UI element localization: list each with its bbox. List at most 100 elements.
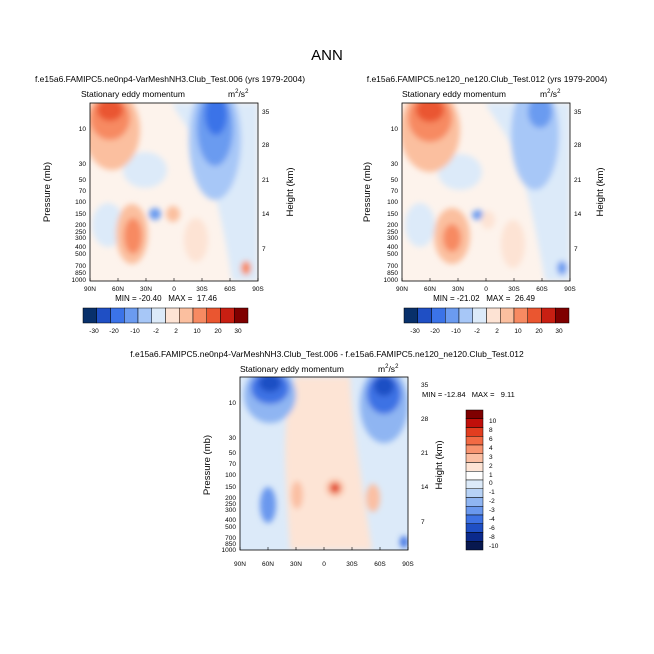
colorbar-swatch bbox=[465, 444, 484, 454]
colorbar-swatch bbox=[220, 307, 235, 324]
panel-1-x-tick-label: 60N bbox=[112, 286, 124, 293]
panel-2-colorbar-swatches bbox=[403, 307, 570, 324]
panel-1-y-tick-label: 700 bbox=[75, 263, 86, 270]
panel-3-contours bbox=[244, 377, 408, 550]
panel-2-x-tick-label: 0 bbox=[484, 286, 488, 293]
panel-2-y-tick-label: 100 bbox=[387, 199, 398, 206]
panel-2-title: f.e15a6.FAMIPC5.ne120_ne120.Club_Test.01… bbox=[367, 74, 608, 84]
colorbar-swatch bbox=[179, 307, 194, 324]
panel-3-colorbar-swatches bbox=[465, 409, 484, 551]
colorbar-swatch bbox=[110, 307, 125, 324]
panel-3-y-tick-label: 30 bbox=[229, 435, 237, 442]
panel-3: f.e15a6.FAMIPC5.ne0np4-VarMeshNH3.Club_T… bbox=[130, 349, 524, 568]
panel-2-x-tick-label: 30N bbox=[452, 286, 464, 293]
panel-1-y-tick-label: 10 bbox=[79, 126, 87, 133]
panel-1-x-tick-label: 90S bbox=[252, 286, 264, 293]
panel-1-negative-upper-mid bbox=[123, 152, 167, 188]
panel-1-field bbox=[90, 103, 258, 281]
panel-1-y-tick-label: 400 bbox=[75, 244, 86, 251]
panel-3-height-tick-label: 14 bbox=[421, 484, 429, 491]
panel-1-y-tick-label: 1000 bbox=[72, 277, 87, 284]
panel-2-y-tick-label: 250 bbox=[387, 229, 398, 236]
colorbar-swatch bbox=[403, 307, 418, 324]
panel-1-title: f.e15a6.FAMIPC5.ne0np4-VarMeshNH3.Club_T… bbox=[35, 74, 305, 84]
panel-3-height-tick-label: 28 bbox=[421, 416, 429, 423]
panel-3-y-ticks-right: 35 28 21 14 7 bbox=[421, 382, 429, 526]
panel-3-positive-lower-nh bbox=[291, 481, 303, 509]
panel-3-y-ticks: 10 30 50 70 100 150 200 250 300 400 500 … bbox=[222, 400, 237, 554]
colorbar-swatch bbox=[465, 523, 484, 533]
panel-3-colorbar-labels: 10 8 6 4 3 2 1 0 -1 -2 -3 -4 -6 -8 -10 bbox=[489, 418, 499, 550]
colorbar-swatch bbox=[500, 307, 515, 324]
panel-3-colorbar-label: 4 bbox=[489, 445, 493, 452]
panel-3-y-tick-label: 850 bbox=[225, 541, 236, 548]
panel-1-height-tick-label: 14 bbox=[262, 211, 270, 218]
panel-2-colorbar-label: 10 bbox=[514, 328, 522, 335]
panel-3-x-tick-label: 30S bbox=[346, 561, 358, 568]
panel-3-y-axis-label: Pressure (mb) bbox=[202, 435, 213, 495]
colorbar-swatch bbox=[465, 479, 484, 489]
figure-title: ANN bbox=[311, 47, 343, 64]
panel-3-positive-band bbox=[285, 377, 372, 550]
panel-2-y-tick-label: 850 bbox=[387, 270, 398, 277]
panel-1-negative-jet-core bbox=[205, 103, 227, 135]
panel-1-contours bbox=[90, 103, 258, 281]
colorbar-swatch bbox=[96, 307, 111, 324]
panel-1-positive-jet-core bbox=[97, 103, 123, 121]
panel-3-colorbar-label: -3 bbox=[489, 507, 495, 514]
colorbar-swatch bbox=[465, 532, 484, 542]
panel-2-y-tick-label: 70 bbox=[391, 188, 399, 195]
panel-1-x-tick-label: 60S bbox=[224, 286, 236, 293]
panel-2-y-axis-label: Pressure (mb) bbox=[362, 162, 373, 222]
panel-3-y-tick-label: 50 bbox=[229, 450, 237, 457]
colorbar-swatch bbox=[458, 307, 473, 324]
panel-1-y-tick-label: 500 bbox=[75, 251, 86, 258]
panel-2-y-tick-label: 30 bbox=[391, 161, 399, 168]
panel-1-colorbar-label: 30 bbox=[234, 328, 242, 335]
panel-1-colorbar-labels: -30 -20 -10 -2 2 10 20 30 bbox=[89, 328, 242, 335]
panel-3-x-tick-label: 0 bbox=[322, 561, 326, 568]
panel-1-positive-lower-core bbox=[124, 218, 142, 254]
panel-1-y-ticks: 10 30 50 70 100 150 200 250 300 400 500 … bbox=[72, 126, 87, 284]
panel-3-right-axis-label: Height (km) bbox=[434, 440, 445, 489]
colorbar-swatch bbox=[465, 541, 484, 551]
panel-3-height-tick-label: 7 bbox=[421, 519, 425, 526]
panel-2-negative-jet-core bbox=[528, 103, 552, 128]
panel-2-x-tick-label: 90S bbox=[564, 286, 576, 293]
panel-1-colorbar-label: -2 bbox=[153, 328, 159, 335]
panel-3-colorbar-label: -8 bbox=[489, 534, 495, 541]
panel-1-x-ticks: 90N 60N 30N 0 30S 60S 90S bbox=[84, 278, 264, 293]
panel-1-y-tick-label: 150 bbox=[75, 211, 86, 218]
panel-3-positive-sh-lower bbox=[366, 484, 380, 512]
panel-3-y-tick-label: 700 bbox=[225, 535, 236, 542]
panel-3-y-tick-label: 70 bbox=[229, 461, 237, 468]
panel-1-negative-lower-left bbox=[92, 203, 124, 247]
colorbar-swatch bbox=[465, 514, 484, 524]
panel-2-height-tick-label: 21 bbox=[574, 177, 582, 184]
panel-2-contours bbox=[402, 103, 570, 281]
colorbar-swatch bbox=[527, 307, 542, 324]
panel-1-subtitle: Stationary eddy momentum bbox=[81, 89, 185, 99]
panel-3-y-tick-label: 300 bbox=[225, 507, 236, 514]
panel-2-height-tick-label: 7 bbox=[574, 246, 578, 253]
panel-2-x-tick-label: 60S bbox=[536, 286, 548, 293]
panel-1-y-tick-label: 30 bbox=[79, 161, 87, 168]
panel-2-stats: MIN = -21.02 MAX = 26.49 bbox=[433, 294, 535, 303]
panel-1-positive-sh-lower bbox=[184, 218, 208, 262]
panel-3-stats: MIN = -12.84 MAX = 9.11 bbox=[422, 390, 515, 399]
panel-1-colorbar-swatches bbox=[82, 307, 249, 324]
panel-2-colorbar-label: 2 bbox=[495, 328, 499, 335]
panel-1-colorbar-label: 20 bbox=[214, 328, 222, 335]
colorbar-swatch bbox=[137, 307, 152, 324]
panel-1-stats: MIN = -20.40 MAX = 17.46 bbox=[115, 294, 217, 303]
colorbar-swatch bbox=[82, 307, 97, 324]
panel-1-y-tick-label: 200 bbox=[75, 222, 86, 229]
panel-3-colorbar-label: -6 bbox=[489, 525, 495, 532]
panel-1-height-tick-label: 28 bbox=[262, 142, 270, 149]
panel-1-colorbar-label: -30 bbox=[89, 328, 99, 335]
colorbar-swatch bbox=[124, 307, 139, 324]
panel-2-x-ticks: 90N 60N 30N 0 30S 60S 90S bbox=[396, 278, 576, 293]
panel-2-y-tick-label: 50 bbox=[391, 177, 399, 184]
panel-3-colorbar-label: 2 bbox=[489, 463, 493, 470]
panel-2-y-tick-label: 150 bbox=[387, 211, 398, 218]
